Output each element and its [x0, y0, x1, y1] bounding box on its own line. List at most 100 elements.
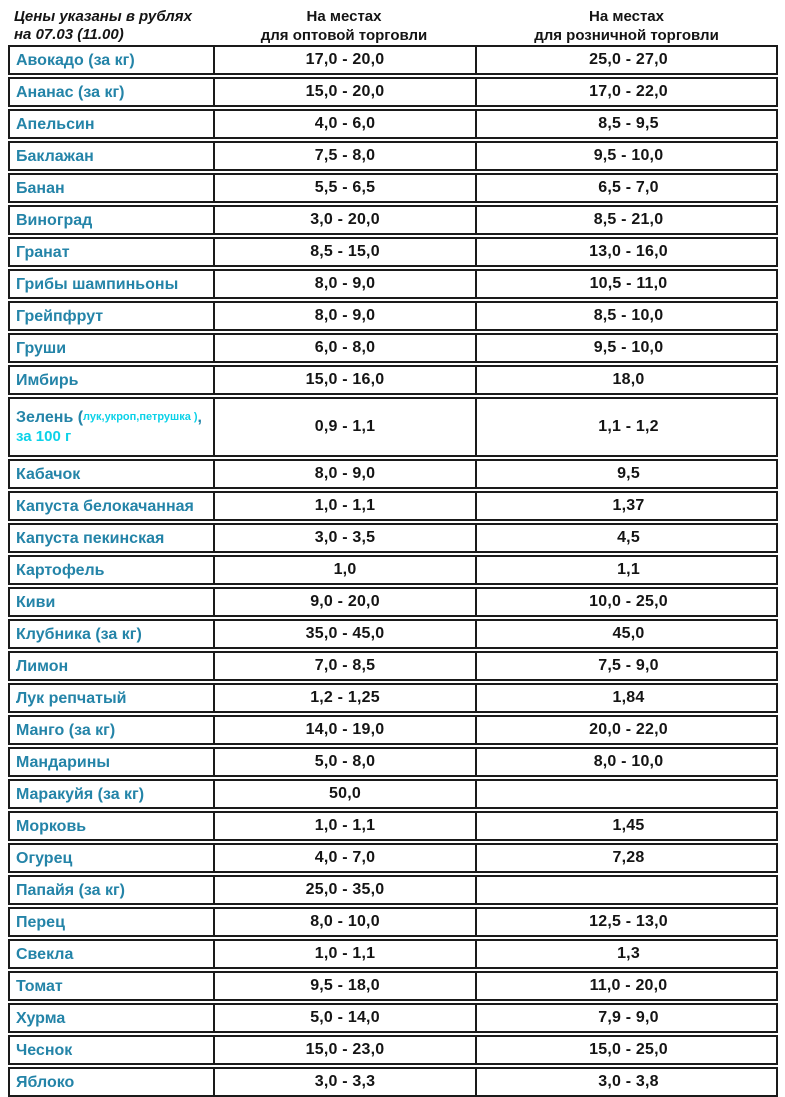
table-row: Перец 8,0 - 10,0 12,5 - 13,0 — [8, 907, 778, 937]
table-row: Мандарины 5,0 - 8,0 8,0 - 10,0 — [8, 747, 778, 777]
table-row: Ананас (за кг) 15,0 - 20,0 17,0 - 22,0 — [8, 77, 778, 107]
wholesale-price: 25,0 - 35,0 — [215, 877, 477, 903]
wholesale-price: 8,5 - 15,0 — [215, 239, 477, 265]
product-name: Хурма — [10, 1005, 215, 1031]
retail-price: 9,5 — [617, 465, 640, 482]
wholesale-price: 8,0 - 9,0 — [215, 303, 477, 329]
table-row: Огурец 4,0 - 7,0 7,28 — [8, 843, 778, 873]
table-row: Клубника (за кг) 35,0 - 45,0 45,0 — [8, 619, 778, 649]
table-row: Кабачок 8,0 - 9,0 9,5 — [8, 459, 778, 489]
price-table-body: Авокадо (за кг) 17,0 - 20,0 25,0 - 27,0 … — [8, 45, 778, 1097]
retail-price: 25,0 - 27,0 — [589, 51, 668, 68]
table-row: Яблоко 3,0 - 3,3 3,0 - 3,8 — [8, 1067, 778, 1097]
table-row: Виноград 3,0 - 20,0 8,5 - 21,0 — [8, 205, 778, 235]
wholesale-price: 1,0 - 1,1 — [215, 493, 477, 519]
product-name: Баклажан — [10, 143, 215, 169]
table-row: Папайя (за кг) 25,0 - 35,0 — [8, 875, 778, 905]
retail-price: 8,5 - 9,5 — [598, 115, 659, 132]
wholesale-price: 15,0 - 16,0 — [215, 367, 477, 393]
product-name: Маракуйя (за кг) — [10, 781, 215, 807]
table-header: Цены указаны в рублях на 07.03 (11.00) Н… — [8, 6, 778, 45]
retail-price: 15,0 - 25,0 — [589, 1041, 668, 1058]
product-name: Груши — [10, 335, 215, 361]
wholesale-price: 1,0 - 1,1 — [215, 941, 477, 967]
product-name-tail: , — [197, 409, 202, 426]
retail-price: 7,5 - 9,0 — [598, 657, 659, 674]
product-name: Огурец — [10, 845, 215, 871]
retail-price: 17,0 - 22,0 — [589, 83, 668, 100]
wholesale-price: 7,5 - 8,0 — [215, 143, 477, 169]
wholesale-price: 9,5 - 18,0 — [215, 973, 477, 999]
retail-price: 7,9 - 9,0 — [598, 1009, 659, 1026]
product-name: Киви — [10, 589, 215, 615]
retail-price: 8,5 - 10,0 — [593, 307, 664, 324]
retail-price: 8,0 - 10,0 — [593, 753, 664, 770]
wholesale-price: 1,0 — [215, 557, 477, 583]
table-row: Морковь 1,0 - 1,1 1,45 — [8, 811, 778, 841]
wholesale-price: 5,0 - 14,0 — [215, 1005, 477, 1031]
product-name: Клубника (за кг) — [10, 621, 215, 647]
table-row: Лимон 7,0 - 8,5 7,5 - 9,0 — [8, 651, 778, 681]
retail-column-header: На местах для розничной торговли — [475, 6, 778, 45]
retail-price: 1,45 — [612, 817, 645, 834]
wholesale-price: 8,0 - 9,0 — [215, 461, 477, 487]
table-row: Зелень (лук,укроп,петрушка ), за 100 г 0,… — [8, 397, 778, 457]
wholesale-price: 15,0 - 20,0 — [215, 79, 477, 105]
retail-price: 18,0 — [612, 371, 645, 388]
retail-price: 1,37 — [612, 497, 645, 514]
product-name: Гранат — [10, 239, 215, 265]
wholesale-price: 5,5 - 6,5 — [215, 175, 477, 201]
wholesale-price: 3,0 - 3,5 — [215, 525, 477, 551]
retail-price — [477, 877, 780, 903]
table-row: Апельсин 4,0 - 6,0 8,5 - 9,5 — [8, 109, 778, 139]
retail-column-header-line1: На местах — [589, 8, 664, 25]
table-row: Хурма 5,0 - 14,0 7,9 - 9,0 — [8, 1003, 778, 1033]
wholesale-price: 3,0 - 3,3 — [215, 1069, 477, 1095]
wholesale-price: 3,0 - 20,0 — [215, 207, 477, 233]
wholesale-column-header-line2: для оптовой торговли — [260, 27, 428, 44]
table-row: Лук репчатый 1,2 - 1,25 1,84 — [8, 683, 778, 713]
wholesale-column-header: На местах для оптовой торговли — [213, 6, 475, 45]
wholesale-price: 50,0 — [215, 781, 477, 807]
product-name: Виноград — [10, 207, 215, 233]
retail-price: 6,5 - 7,0 — [598, 179, 659, 196]
product-name: Томат — [10, 973, 215, 999]
wholesale-price: 1,0 - 1,1 — [215, 813, 477, 839]
product-name: Чеснок — [10, 1037, 215, 1063]
table-row: Грейпфрут 8,0 - 9,0 8,5 - 10,0 — [8, 301, 778, 331]
table-row: Гранат 8,5 - 15,0 13,0 - 16,0 — [8, 237, 778, 267]
product-name: Картофель — [10, 557, 215, 583]
retail-price: 1,1 — [617, 561, 640, 578]
retail-price: 11,0 - 20,0 — [589, 977, 668, 994]
product-name-main: Зелень ( — [16, 409, 84, 426]
retail-price: 45,0 — [612, 625, 645, 642]
table-row: Чеснок 15,0 - 23,0 15,0 - 25,0 — [8, 1035, 778, 1065]
wholesale-price: 4,0 - 6,0 — [215, 111, 477, 137]
product-name: Грибы шампиньоны — [10, 271, 215, 297]
table-row: Манго (за кг) 14,0 - 19,0 20,0 - 22,0 — [8, 715, 778, 745]
retail-price: 7,28 — [612, 849, 645, 866]
wholesale-column-header-line1: На местах — [306, 8, 382, 25]
retail-price: 13,0 - 16,0 — [589, 243, 668, 260]
table-row: Свекла 1,0 - 1,1 1,3 — [8, 939, 778, 969]
retail-price — [477, 781, 780, 807]
table-row: Груши 6,0 - 8,0 9,5 - 10,0 — [8, 333, 778, 363]
retail-price: 20,0 - 22,0 — [589, 721, 668, 738]
table-row: Капуста белокачанная 1,0 - 1,1 1,37 — [8, 491, 778, 521]
product-name: Банан — [10, 175, 215, 201]
product-name: Перец — [10, 909, 215, 935]
header-note-line1: Цены указаны в рублях — [14, 8, 192, 25]
product-name: Ананас (за кг) — [10, 79, 215, 105]
wholesale-price: 9,0 - 20,0 — [215, 589, 477, 615]
wholesale-price: 5,0 - 8,0 — [215, 749, 477, 775]
wholesale-price: 1,2 - 1,25 — [215, 685, 477, 711]
wholesale-price: 6,0 - 8,0 — [215, 335, 477, 361]
retail-price: 9,5 - 10,0 — [593, 339, 664, 356]
header-note-line2: на 07.03 (11.00) — [14, 26, 124, 43]
table-row: Грибы шампиньоны 8,0 - 9,0 10,5 - 11,0 — [8, 269, 778, 299]
table-row: Капуста пекинская 3,0 - 3,5 4,5 — [8, 523, 778, 553]
product-name: Апельсин — [10, 111, 215, 137]
retail-price: 3,0 - 3,8 — [598, 1073, 659, 1090]
product-name: Манго (за кг) — [10, 717, 215, 743]
table-row: Томат 9,5 - 18,0 11,0 - 20,0 — [8, 971, 778, 1001]
